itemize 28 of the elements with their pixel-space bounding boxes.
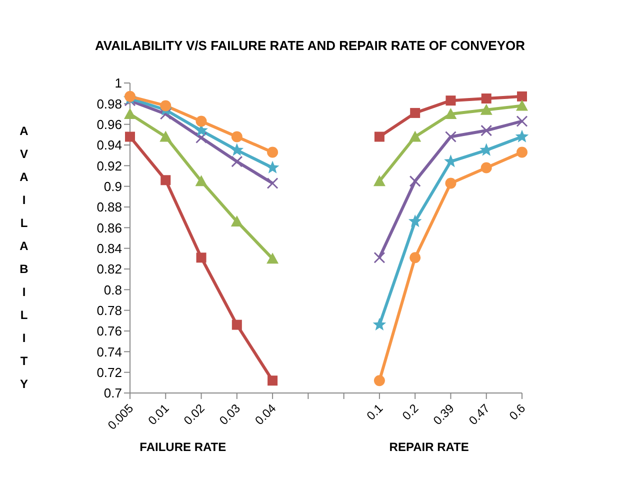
x-tick-label: 0.2	[400, 400, 422, 423]
y-tick-label: 0.96	[96, 116, 122, 132]
x-tick-label: 0.6	[506, 400, 528, 423]
x-tick-label: 0.03	[216, 400, 244, 428]
y-tick-label: 1	[114, 76, 122, 91]
y-tick-label: 0.8	[104, 282, 122, 298]
x-tick-label: 0.1	[364, 400, 386, 423]
y-tick-label: 0.7	[104, 386, 122, 401]
x-tick-label: 0.04	[252, 400, 279, 428]
y-tick-label: 0.98	[96, 96, 122, 112]
x-tick-label: 0.01	[145, 400, 172, 428]
y-tick-label: 0.76	[96, 324, 122, 339]
x-axis-title: FAILURE RATE	[138, 440, 228, 454]
y-tick-label: 0.92	[96, 158, 122, 174]
x-tick-label: 0.02	[180, 400, 208, 428]
text: AVAILABILITY	[20, 124, 28, 391]
y-tick-label: 0.72	[96, 364, 122, 380]
y-tick-label: 0.86	[96, 220, 122, 236]
y-tick-label: 0.9	[104, 178, 122, 194]
chart-title: AVAILABILITY V/S FAILURE RATE AND REPAIR RATE OF CONVEYOR	[94, 38, 526, 53]
y-tick-label: 0.82	[96, 262, 122, 277]
x-tick-label: 0.39	[430, 400, 458, 428]
y-tick-label: 0.74	[96, 344, 122, 360]
y-tick-label: 0.94	[96, 138, 122, 153]
y-tick-label: 0.84	[96, 240, 122, 256]
text: REPAIR RATE	[388, 440, 470, 454]
y-tick-label: 0.88	[96, 200, 122, 215]
y-tick-label: 0.78	[96, 302, 122, 318]
